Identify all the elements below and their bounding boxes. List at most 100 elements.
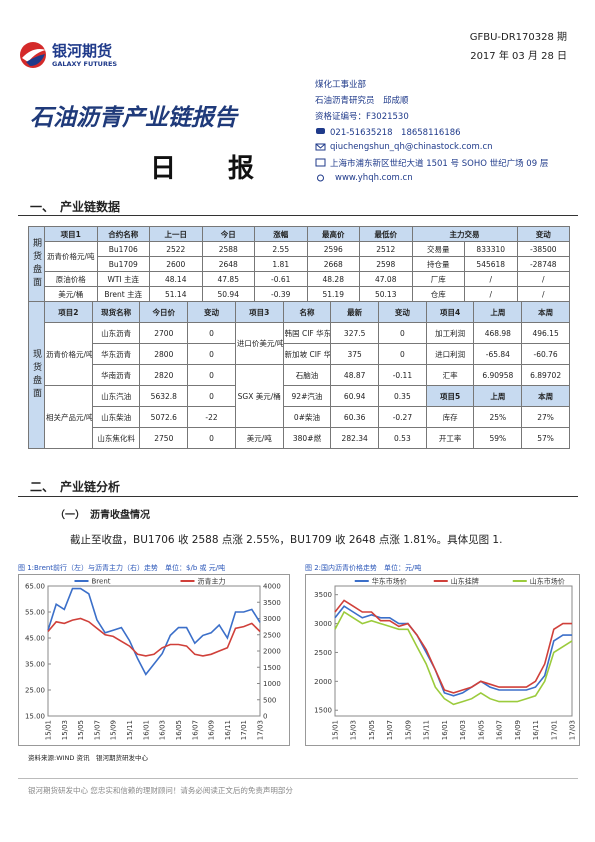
table-cell: 0 xyxy=(187,343,236,365)
rule xyxy=(18,778,578,779)
series-line xyxy=(334,599,572,694)
table-cell: Bu1709 xyxy=(96,256,150,272)
logo-shape xyxy=(315,143,326,151)
table-cell: 0 xyxy=(378,322,427,344)
table-cell: 60.36 xyxy=(330,406,380,428)
x-tick-label: 17/03 xyxy=(257,720,265,740)
table-cell: 期货盘面 xyxy=(28,226,45,302)
table-cell: 59% xyxy=(473,427,523,449)
table-cell: 0#柴油 xyxy=(282,406,332,428)
table-cell: 韩国 CIF 华东 xyxy=(282,322,332,344)
table-cell: 交易量 xyxy=(411,241,465,257)
y-tick-label: 0 xyxy=(263,713,267,721)
x-tick-label: 16/03 xyxy=(459,720,467,740)
x-tick-label: 15/05 xyxy=(77,720,85,740)
y-tick-label: 2000 xyxy=(314,678,332,686)
table-cell: 2596 xyxy=(306,241,360,257)
table-cell: 48.87 xyxy=(330,364,380,386)
x-tick-label: 15/11 xyxy=(423,720,431,740)
table-cell: 48.28 xyxy=(306,271,360,287)
logo-shape xyxy=(317,174,324,182)
table-cell: -65.84 xyxy=(473,343,523,365)
series-line xyxy=(334,605,572,697)
report-subtitle: 日 报 xyxy=(150,154,255,184)
table-cell: Brent 主连 xyxy=(96,286,150,302)
table-cell: -28748 xyxy=(516,256,570,272)
table-cell: 6.89702 xyxy=(521,364,570,386)
rule xyxy=(18,215,578,216)
header-cell: 上周 xyxy=(473,301,523,323)
table-cell: 山东柴油 xyxy=(91,406,141,428)
y-tick-label: 3500 xyxy=(314,591,332,599)
chart-title: 图 1:Brent前行（左）与沥青主力（右）走势 单位：$/b 或 元/吨 xyxy=(18,564,226,572)
table-cell: 2598 xyxy=(359,256,413,272)
table-cell: 0 xyxy=(187,322,236,344)
x-tick-label: 16/01 xyxy=(142,720,150,740)
x-tick-label: 15/01 xyxy=(332,720,340,740)
y-tick-label: 2500 xyxy=(263,631,281,639)
legend-label: 华东市场价 xyxy=(372,577,407,586)
table-cell: 持仓量 xyxy=(411,256,465,272)
table-cell: 51.14 xyxy=(149,286,203,302)
table-cell: 50.94 xyxy=(201,286,255,302)
x-tick-label: 16/11 xyxy=(224,720,232,740)
x-tick-label: 16/09 xyxy=(514,720,522,740)
y-tick-label: 500 xyxy=(263,696,276,704)
x-tick-label: 15/07 xyxy=(386,720,394,740)
table-cell: -0.27 xyxy=(378,406,427,428)
series-line xyxy=(47,587,261,676)
chart: 15.00 25.00 35.00 45.00 55.00 65.00 0 500 1000 15… xyxy=(18,574,290,746)
header-cell: 上一日 xyxy=(149,226,203,242)
table-cell: 2.55 xyxy=(254,241,308,257)
table-cell: 327.5 xyxy=(330,322,380,344)
y-tick-label: 3000 xyxy=(263,615,281,623)
table-cell: 0.53 xyxy=(378,427,427,449)
logo-shape xyxy=(315,143,326,149)
y-tick-label: 55.00 xyxy=(25,609,45,617)
header-cell: 今日价 xyxy=(139,301,189,323)
table-structure: 沥青价格元/吨 Bu1706 2522 2588 2.55 2596 2512 交易量 8333… xyxy=(29,241,570,272)
y-tick-label: 65.00 xyxy=(25,583,45,591)
header-cell: 项目3 xyxy=(234,301,284,323)
footer: 银河期货研发中心 您忠实和信赖的理财顾问！请务必阅读正文后的免责声明部分 xyxy=(28,786,293,795)
table-cell: 开工率 xyxy=(425,427,475,449)
table-cell: 美元/桶 xyxy=(44,286,98,302)
table-cell: 51.19 xyxy=(306,286,360,302)
table-cell: 石脑油 xyxy=(282,364,332,386)
section-heading: 一、 产业链数据 xyxy=(30,200,121,214)
table-cell: 468.98 xyxy=(473,322,523,344)
table-cell: 厂库 xyxy=(411,271,465,287)
table-cell: 50.13 xyxy=(359,286,413,302)
y-tick-label: 3000 xyxy=(314,620,332,628)
contact-email: qiuchengshun_qh@chinastock.com.cn xyxy=(330,142,493,152)
table-cell: / xyxy=(516,286,570,302)
table-cell: 美元/吨 xyxy=(234,427,284,449)
x-tick-label: 16/05 xyxy=(175,720,183,740)
x-tick-label: 16/03 xyxy=(159,720,167,740)
spot-table: 现货盘面 项目2 现货名称 今日价 变动 项目3 名称 最新 变动 项目4 上周 本周 沥青价格元/… xyxy=(28,301,570,449)
contact-analyst: 石油沥青研究员 邱成顺 xyxy=(315,96,409,106)
header-cell: 变动 xyxy=(378,301,427,323)
header-cell: 最高价 xyxy=(306,226,360,242)
logo-icon xyxy=(20,42,46,68)
table-cell: -22 xyxy=(187,406,236,428)
table-cell: 2600 xyxy=(149,256,203,272)
paragraph: 截止至收盘，BU1706 收 2588 点涨 2.55%，BU1709 收 26… xyxy=(70,534,503,546)
contact-web: www.yhqh.com.cn xyxy=(335,173,413,183)
table-cell: 5632.8 xyxy=(139,385,189,407)
contact-icons xyxy=(315,128,326,182)
table-structure: 原油价格 WTI 主连 48.14 47.85 -0.61 48.28 47.08 厂库 / / xyxy=(29,271,570,287)
report-code: GFBU-DR170328 期 xyxy=(469,32,567,43)
table-structure: 华南沥青 2820 0 SGX 美元/桶 石脑油 48.87 -0.11 汇率 6.90958 6… xyxy=(29,364,570,428)
x-tick-label: 16/09 xyxy=(208,720,216,740)
header-cell: 最低价 xyxy=(359,226,413,242)
header-cell: 上周 xyxy=(473,385,523,407)
table-cell: 496.15 xyxy=(521,322,570,344)
plot-area xyxy=(334,585,573,717)
table-cell: 2648 xyxy=(201,256,255,272)
chart-frame xyxy=(18,574,290,746)
header-cell: 今日 xyxy=(201,226,255,242)
table-cell: 60.94 xyxy=(330,385,380,407)
table-cell: Bu1706 xyxy=(96,241,150,257)
table-cell: 0 xyxy=(187,427,236,449)
